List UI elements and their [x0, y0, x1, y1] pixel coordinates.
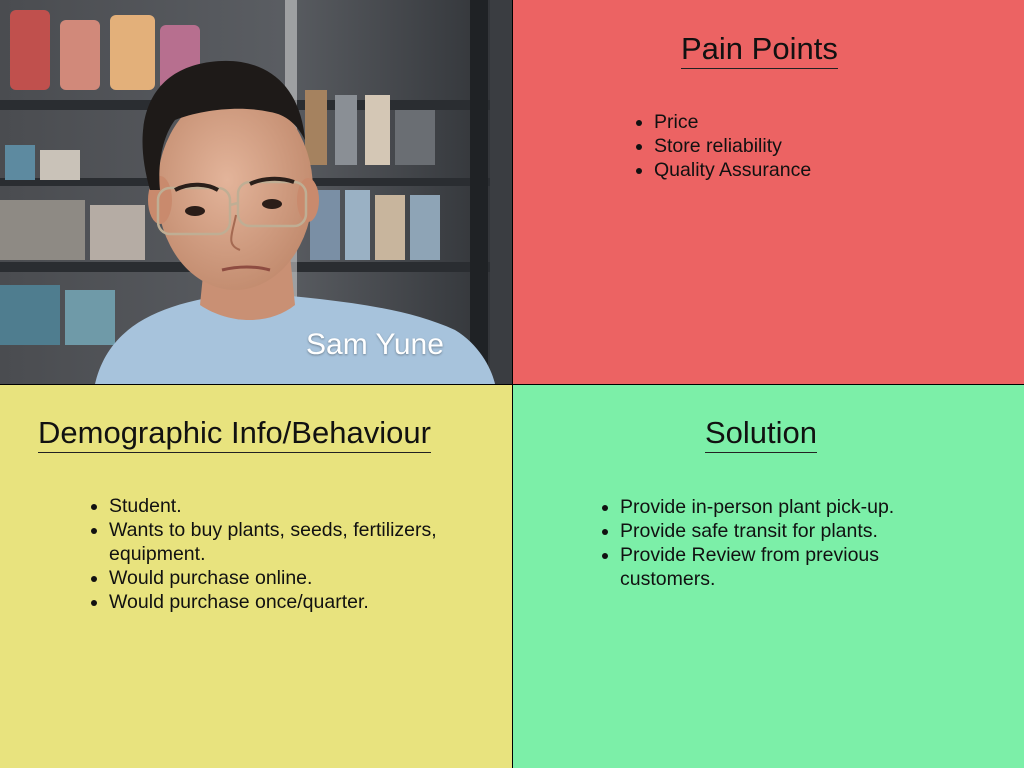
list-item: Wants to buy plants, seeds, fertilizers,…: [109, 518, 439, 566]
list-item: Student.: [109, 494, 439, 518]
solution-panel: Solution Provide in-person plant pick-up…: [513, 385, 1024, 768]
list-item: Provide safe transit for plants.: [620, 519, 950, 543]
solution-title: Solution: [705, 416, 818, 453]
demographic-panel: Demographic Info/Behaviour Student. Want…: [0, 385, 512, 768]
list-item: Provide Review from previous customers.: [620, 543, 950, 591]
person-portrait-icon: [0, 0, 512, 384]
pain-points-title: Pain Points: [681, 32, 838, 69]
list-item: Would purchase once/quarter.: [109, 590, 439, 614]
pain-points-list: Price Store reliability Quality Assuranc…: [632, 110, 954, 182]
demographic-list: Student. Wants to buy plants, seeds, fer…: [87, 494, 439, 614]
list-item: Price: [654, 110, 954, 134]
pain-points-panel: Pain Points Price Store reliability Qual…: [513, 0, 1024, 384]
persona-name: Sam Yune: [306, 328, 444, 361]
list-item: Would purchase online.: [109, 566, 439, 590]
demographic-title: Demographic Info/Behaviour: [38, 416, 431, 453]
list-item: Provide in-person plant pick-up.: [620, 495, 950, 519]
list-item: Store reliability: [654, 134, 954, 158]
solution-list: Provide in-person plant pick-up. Provide…: [598, 495, 950, 591]
list-item: Quality Assurance: [654, 158, 954, 182]
persona-photo: Sam Yune: [0, 0, 512, 384]
